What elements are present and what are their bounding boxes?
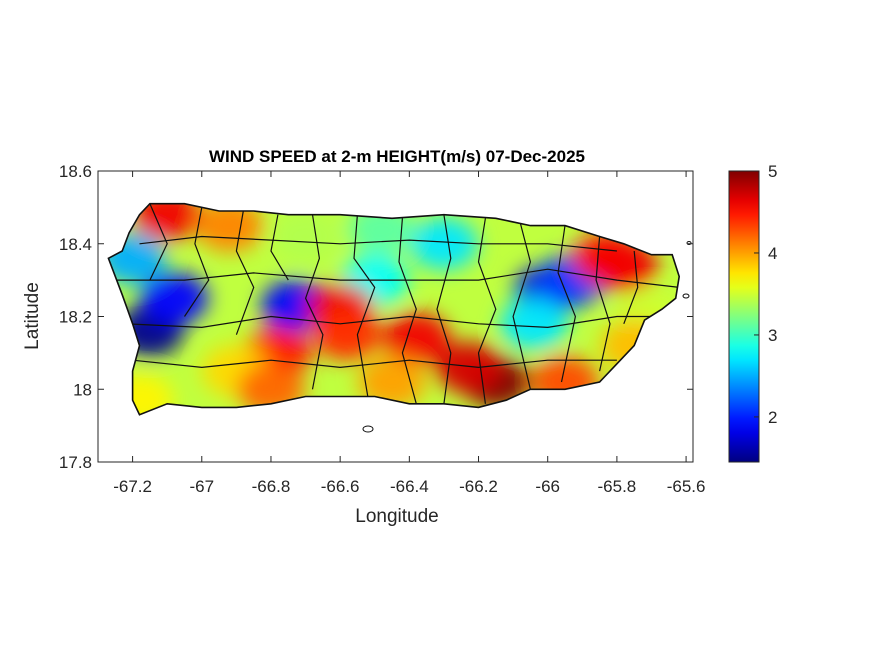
y-tick-label: 18.6 (59, 162, 92, 181)
x-tick-label: -67.2 (113, 477, 152, 496)
wind-cell-25 (271, 210, 340, 263)
island-caja-de-muertos (362, 425, 374, 433)
chart-title: WIND SPEED at 2-m HEIGHT(m/s) 07-Dec-202… (209, 147, 585, 166)
municipality-boundary-2 (235, 210, 255, 335)
municipality-boundary-12 (623, 250, 639, 325)
x-tick-label: -66.4 (390, 477, 429, 496)
island-cayo-santiago (682, 293, 690, 299)
colorbar-tick-label: 5 (768, 162, 777, 181)
colorbar-tick-label: 2 (768, 408, 777, 427)
municipality-boundary-5 (353, 214, 376, 397)
wind-cell-26 (358, 355, 427, 408)
municipality-boundary-9 (512, 221, 532, 390)
wind-cell-14 (382, 312, 451, 365)
x-tick-label: -66.2 (459, 477, 498, 496)
municipality-boundary-0 (149, 203, 168, 281)
wind-cell-8 (499, 297, 568, 350)
colorbar-tick-label: 3 (768, 326, 777, 345)
coastline (107, 202, 681, 416)
colorbar-ticks: 2 3 4 5 (754, 162, 777, 427)
x-tick-label: -66 (535, 477, 560, 496)
y-axis-label: Latitude (22, 282, 43, 350)
municipality-boundary-16 (139, 235, 617, 252)
wind-cell-16 (434, 341, 503, 394)
wind-cell-9 (133, 203, 202, 241)
colorbar-gradient (728, 170, 760, 463)
colorbar-tick-label: 4 (768, 244, 777, 263)
x-tick-label: -66.6 (321, 477, 360, 496)
y-tick-label: 18.2 (59, 308, 92, 327)
municipality-boundaries (115, 203, 680, 404)
y-tick-label: 17.8 (59, 453, 92, 472)
municipality-boundary-8 (477, 218, 497, 404)
municipality-boundary-14 (125, 315, 652, 329)
wind-cell-6 (409, 217, 478, 270)
municipality-boundary-3 (270, 214, 289, 281)
x-tick-label: -66.8 (252, 477, 291, 496)
wind-cell-1 (140, 272, 209, 325)
municipality-boundary-1 (184, 207, 210, 317)
x-tick-label: -65.8 (598, 477, 637, 496)
municipality-boundary-13 (115, 268, 680, 288)
municipality-boundary-11 (595, 236, 611, 372)
x-axis-label: Longitude (355, 506, 438, 527)
municipality-boundary-6 (398, 218, 417, 404)
x-axis: -67.2 -67 -66.8 -66.6 -66.4 -66.2 -66 -65.8 -65.… (113, 171, 705, 496)
municipality-boundary-15 (132, 359, 617, 369)
municipality-boundary-7 (436, 214, 452, 404)
y-axis: 17.8 18 18.2 18.4 18.6 (59, 162, 693, 472)
municipality-boundary-4 (304, 214, 324, 390)
colorbar: 2 3 4 5 (728, 162, 777, 463)
x-tick-label: -67 (189, 477, 214, 496)
y-tick-label: 18.4 (59, 235, 92, 254)
x-tick-label: -65.6 (667, 477, 706, 496)
y-tick-label: 18 (73, 380, 92, 399)
municipality-boundary-10 (557, 225, 577, 383)
